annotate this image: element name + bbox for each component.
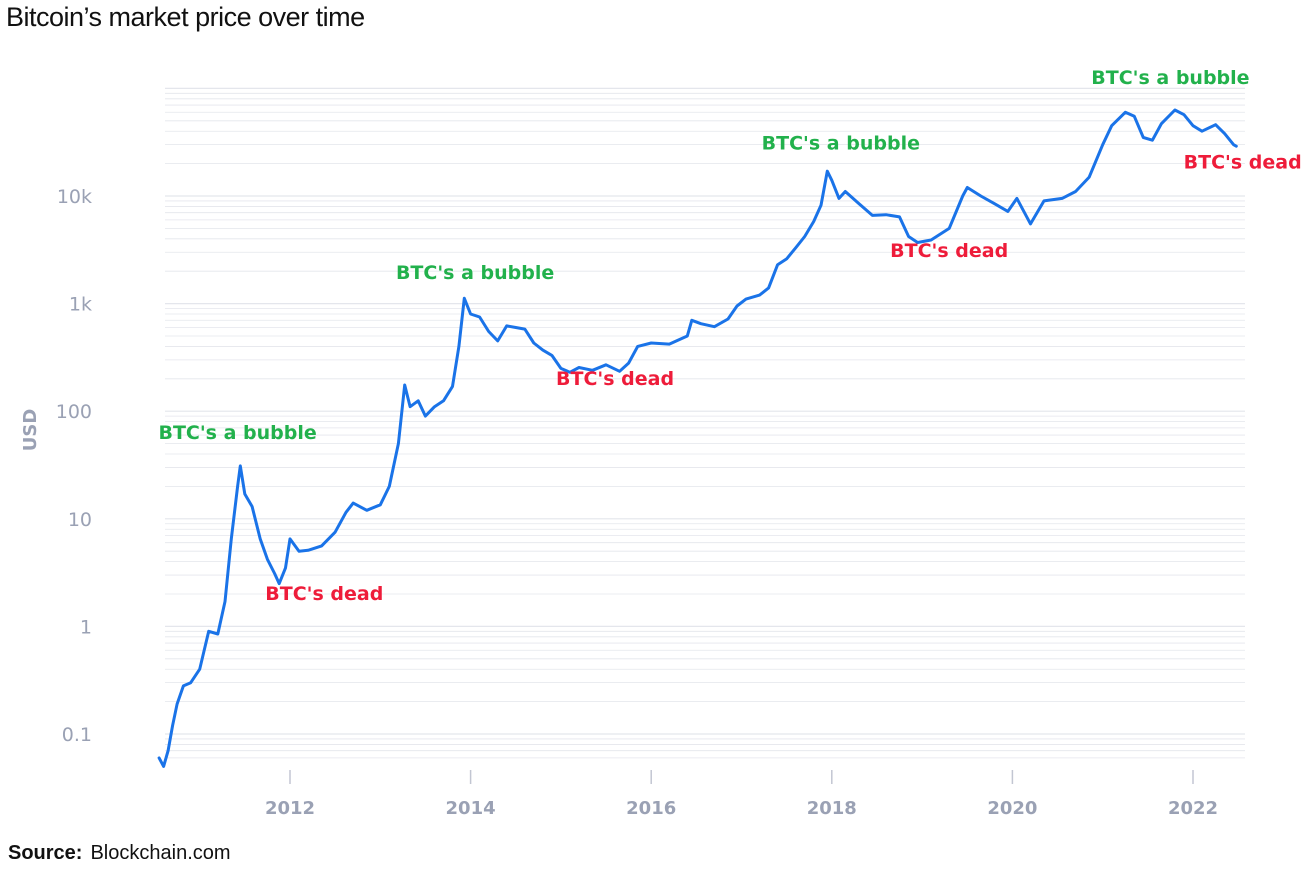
- y-axis-label: USD: [20, 409, 41, 452]
- chart-title: Bitcoin’s market price over time: [6, 2, 365, 32]
- grid-layer: [165, 87, 1245, 759]
- y-tick-label: 1: [80, 616, 92, 638]
- source-line: Source: Blockchain.com: [8, 842, 231, 865]
- x-tick-label: 2022: [1168, 798, 1218, 819]
- dead-annotation: BTC's dead: [1184, 152, 1302, 174]
- dead-annotation: BTC's dead: [556, 368, 674, 390]
- x-tick-label: 2020: [987, 798, 1037, 819]
- y-tick-label: 10: [68, 509, 92, 531]
- bubble-annotation: BTC's a bubble: [158, 422, 316, 444]
- price-line: [157, 108, 1238, 768]
- source-label: Source:: [8, 842, 83, 864]
- source-value: Blockchain.com: [90, 842, 231, 864]
- annotation-layer: BTC's a bubble BTC's dead BTC's a bubble BT…: [158, 67, 1301, 605]
- y-tick-label: 10k: [57, 186, 92, 208]
- series-layer: [157, 108, 1238, 768]
- dead-annotation: BTC's dead: [265, 583, 383, 605]
- bubble-annotation: BTC's a bubble: [762, 133, 920, 155]
- x-tick-label: 2012: [265, 798, 315, 819]
- x-tick-label: 2016: [626, 798, 676, 819]
- axis-layer: 0.1 1 10 100 1k 10k USD 2012 2014 2016 2018 2020 202…: [20, 186, 1218, 819]
- bubble-annotation: BTC's a bubble: [396, 262, 554, 284]
- x-tick-label: 2018: [807, 798, 857, 819]
- dead-annotation: BTC's dead: [890, 240, 1008, 262]
- y-tick-label: 0.1: [62, 724, 92, 746]
- bubble-annotation: BTC's a bubble: [1091, 67, 1249, 89]
- x-tick-label: 2014: [446, 798, 496, 819]
- y-tick-label: 1k: [69, 294, 92, 316]
- y-tick-label: 100: [56, 401, 92, 423]
